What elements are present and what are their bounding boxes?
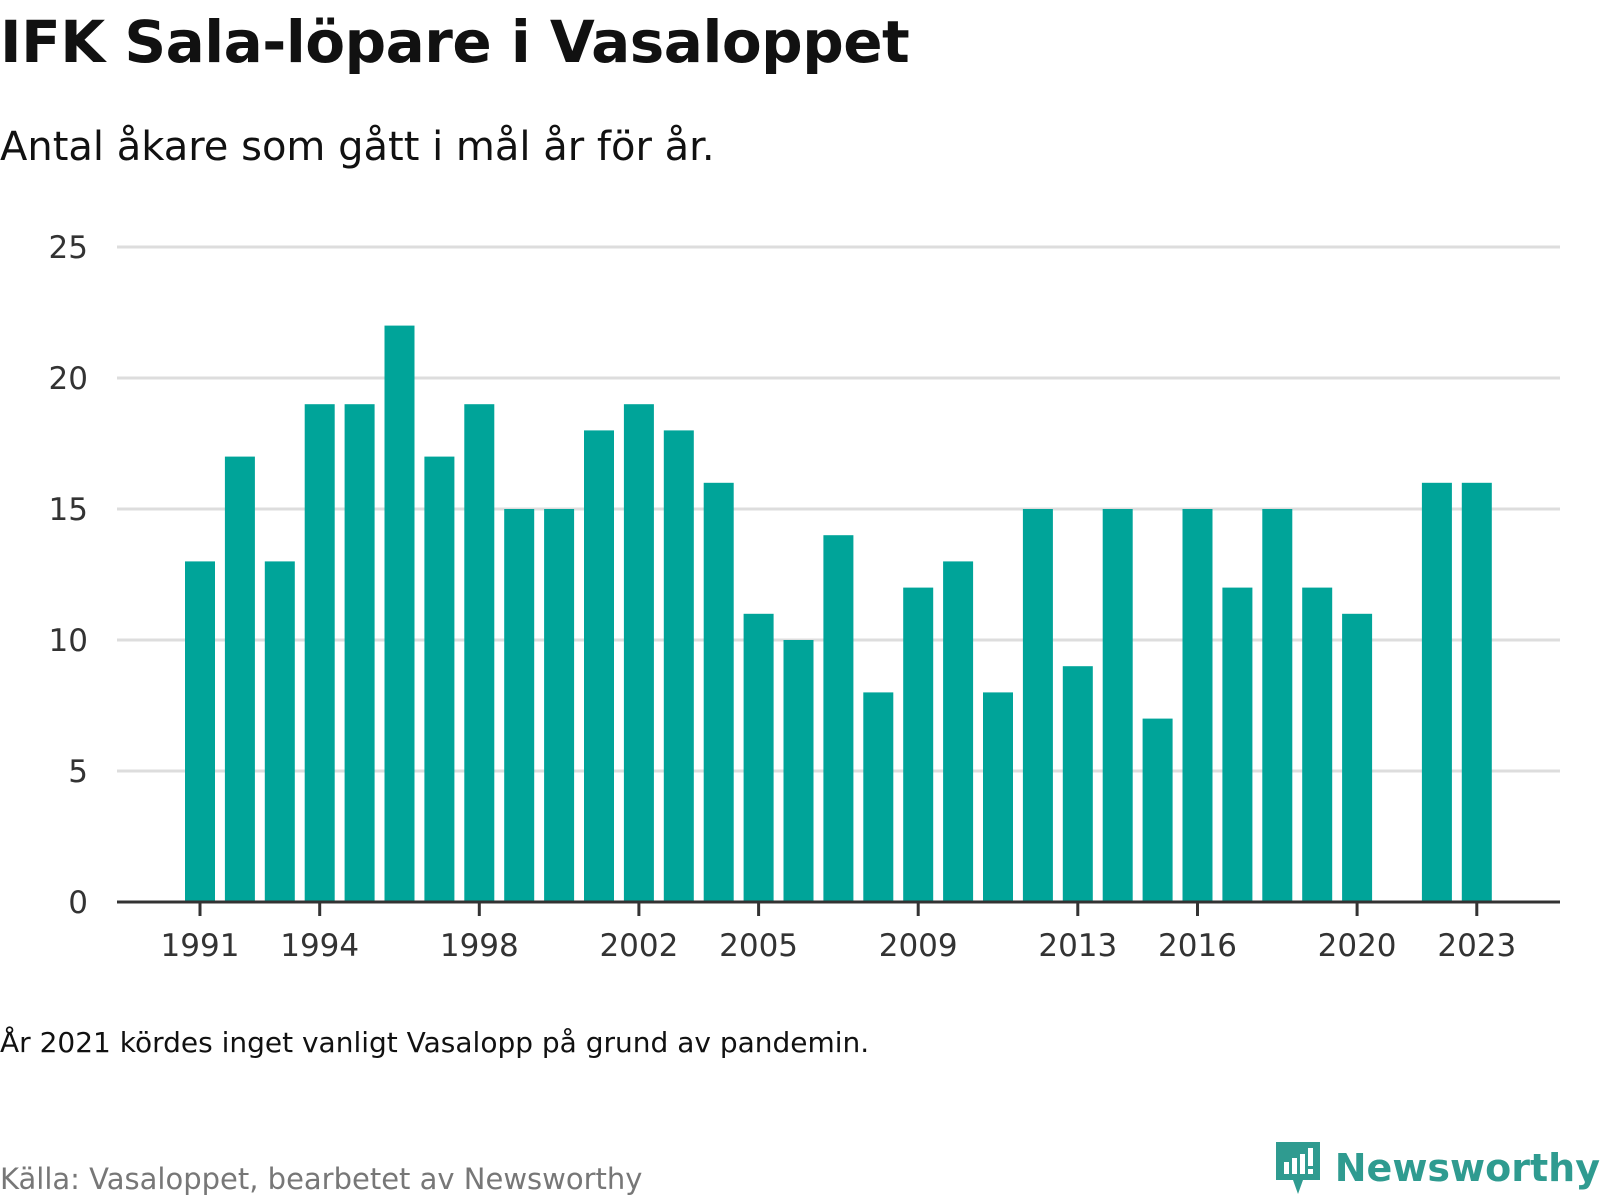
y-tick-label-20: 20 <box>49 361 88 397</box>
x-axis-labels: 1991 1994 1998 2002 2005 2009 2013 2016 2020 2023 <box>161 928 1517 964</box>
x-tick-label-1991: 1991 <box>161 928 240 964</box>
x-tick-label-2023: 2023 <box>1437 928 1516 964</box>
bar-2007 <box>823 535 854 902</box>
bar-2012 <box>1022 509 1053 902</box>
bar-2014 <box>1102 509 1133 902</box>
y-tick-label-10: 10 <box>49 623 88 659</box>
bar-1996 <box>384 325 415 903</box>
bar-2003 <box>663 430 694 902</box>
bar-1995 <box>344 404 375 902</box>
y-tick-label-15: 15 <box>49 492 88 528</box>
bar-2017 <box>1222 587 1253 902</box>
bar-1994 <box>304 404 335 902</box>
bar-2022 <box>1421 482 1452 902</box>
bar-1992 <box>224 456 255 902</box>
bar-2011 <box>983 692 1013 902</box>
chart-subtitle: Antal åkare som gått i mål år för år. <box>0 124 715 170</box>
y-axis-labels: 0 5 10 15 20 25 <box>49 230 88 921</box>
bar-2009 <box>903 587 934 902</box>
x-tick-label-2020: 2020 <box>1318 928 1397 964</box>
bar-2006 <box>783 640 814 902</box>
bar-1993 <box>264 561 295 902</box>
x-tick-label-1998: 1998 <box>440 928 519 964</box>
footnote: År 2021 kördes inget vanligt Vasalopp på… <box>0 1026 870 1059</box>
bar-2015 <box>1142 718 1173 902</box>
bars <box>185 325 1492 903</box>
bar-2023 <box>1461 482 1492 902</box>
y-tick-label-25: 25 <box>49 230 88 266</box>
bar-2013 <box>1062 666 1093 902</box>
brand-name: Newsworthy <box>1334 1146 1600 1190</box>
x-axis <box>117 900 1560 916</box>
bar-1991 <box>185 561 215 902</box>
newsworthy-logo-icon <box>1275 1142 1320 1194</box>
bar-2001 <box>584 430 614 902</box>
x-tick-label-1994: 1994 <box>280 928 359 964</box>
bar-2000 <box>544 509 575 902</box>
bar-1997 <box>424 456 455 902</box>
x-tick-label-2009: 2009 <box>879 928 958 964</box>
x-tick-label-2013: 2013 <box>1038 928 1117 964</box>
y-tick-label-5: 5 <box>68 754 88 790</box>
bar-2008 <box>863 692 894 902</box>
bar-1999 <box>504 509 535 902</box>
bar-2010 <box>943 561 974 902</box>
x-tick-label-2016: 2016 <box>1158 928 1237 964</box>
bar-2018 <box>1262 509 1293 902</box>
bar-2016 <box>1182 509 1213 902</box>
x-tick-label-2002: 2002 <box>599 928 678 964</box>
bar-2002 <box>623 404 654 902</box>
bar-2020 <box>1342 613 1373 902</box>
bar-chart: 0 5 10 15 20 25 1991 1994 1998 2002 2005 2009 2013 2… <box>49 230 1560 964</box>
bar-2004 <box>703 482 734 902</box>
chart-title: IFK Sala-löpare i Vasaloppet <box>0 8 910 76</box>
bar-1998 <box>464 404 495 902</box>
bar-2019 <box>1302 587 1333 902</box>
brand-logo: Newsworthy <box>1273 1138 1600 1198</box>
x-tick-label-2005: 2005 <box>719 928 798 964</box>
y-tick-label-0: 0 <box>68 885 88 921</box>
bar-2005 <box>743 613 774 902</box>
source-credit: Källa: Vasaloppet, bearbetet av Newswort… <box>0 1162 643 1196</box>
